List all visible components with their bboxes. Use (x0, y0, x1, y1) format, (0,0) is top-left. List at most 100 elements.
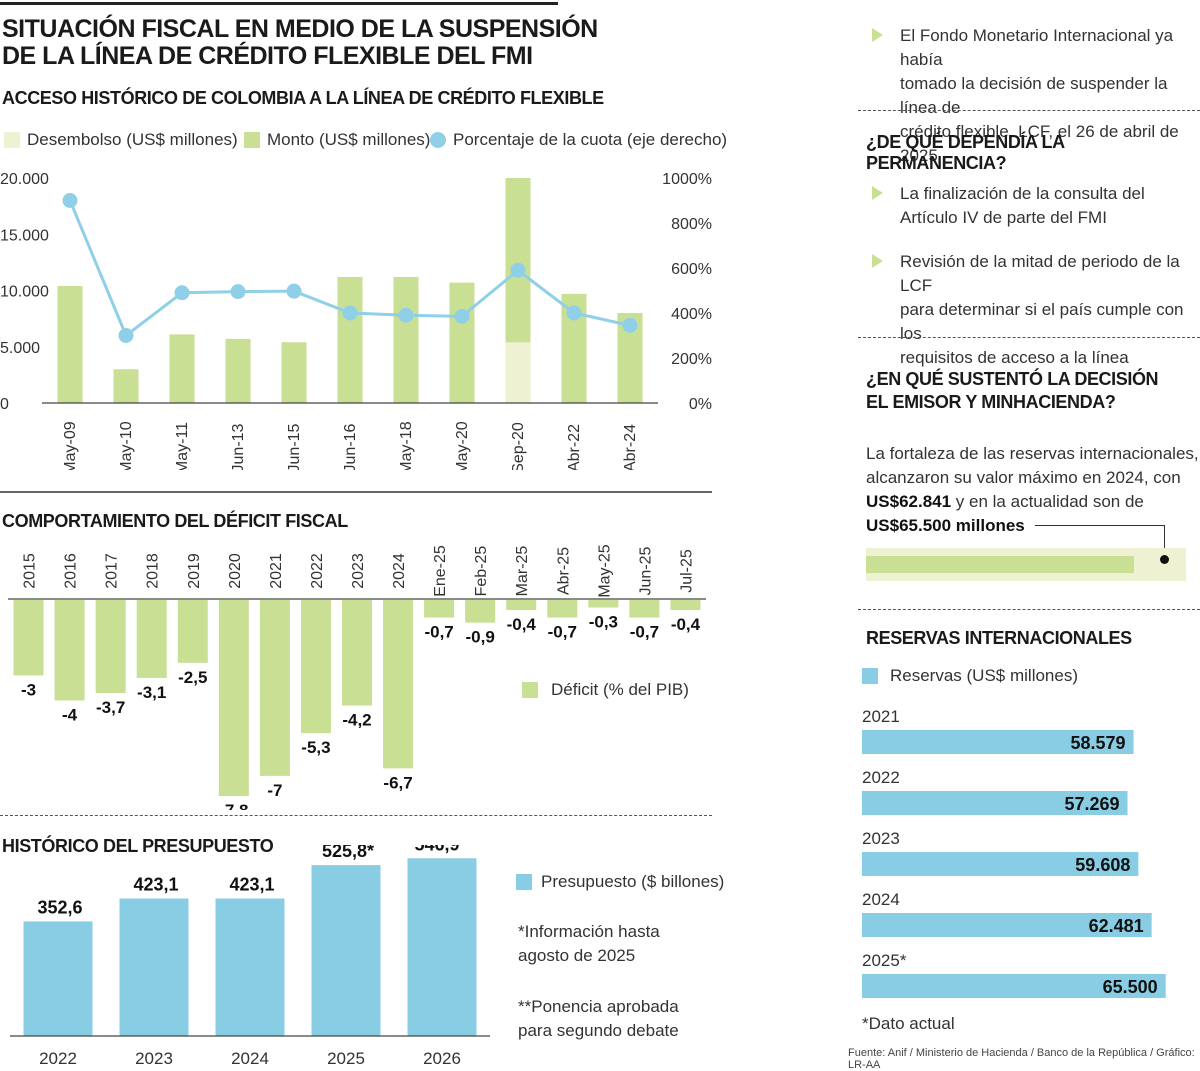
x-tick-label: 2023 (135, 1049, 173, 1066)
text-fragment: y en la actualidad son de (951, 492, 1144, 511)
x-tick-label: Jul-25 (678, 549, 695, 593)
deficit-bar (136, 600, 167, 678)
deficit-value-label: -2,5 (178, 668, 207, 687)
legend-swatch-green (522, 682, 538, 698)
reserves-value-label: 65.500 (1103, 977, 1158, 997)
x-tick-label: 2025 (327, 1049, 365, 1066)
lcf-monto-bar (169, 334, 195, 403)
deficit-bar (54, 600, 85, 701)
note-line: agosto de 2025 (518, 946, 636, 965)
x-tick-label: 2022 (39, 1049, 77, 1066)
main-title-line2: DE LA LÍNEA DE CRÉDITO FLEXIBLE DEL FMI (2, 42, 533, 70)
legend-label: Reservas (US$ millones) (890, 666, 1078, 685)
legend-label: Monto (US$ millones) (267, 130, 431, 149)
reserve-gauge-fill (866, 556, 1134, 573)
text-line: US$62.841 y en la actualidad son de (866, 490, 1199, 514)
x-tick-label: May-11 (174, 422, 191, 470)
budget-bar (215, 898, 285, 1036)
reserves-value-label: 62.481 (1089, 916, 1144, 936)
note-line: para segundo debate (518, 1021, 679, 1040)
porcentaje-point (454, 308, 470, 324)
lcf-desembolso-bar (505, 342, 531, 403)
reserve-current-value: US$65.500 millones (866, 516, 1025, 535)
porcentaje-point (622, 317, 638, 333)
reserves-year-label: 2025* (862, 951, 907, 970)
x-tick-label: Jun-25 (637, 546, 654, 595)
text-line: La fortaleza de las reservas internacion… (866, 444, 1199, 463)
reserves-chart-title: RESERVAS INTERNACIONALES (866, 628, 1132, 648)
reserves-value-label: 58.579 (1071, 733, 1126, 753)
divider-r1 (858, 110, 1200, 111)
deficit-value-label: -0,3 (589, 613, 618, 632)
question-line: EL EMISOR Y MINHACIENDA? (866, 392, 1116, 412)
reserves-bar (862, 730, 1134, 754)
reserve-max-value: US$62.841 (866, 492, 952, 511)
text-line: para determinar si el país cumple con lo… (900, 300, 1184, 343)
deficit-value-label: -3,1 (137, 683, 166, 702)
y-left-tick-label: 15.000 (0, 227, 49, 244)
x-tick-label: 2016 (63, 553, 80, 589)
budget-bar (23, 921, 93, 1036)
reserves-year-label: 2022 (862, 768, 900, 787)
deficit-chart-title: COMPORTAMIENTO DEL DÉFICIT FISCAL (2, 511, 348, 531)
deficit-bar (670, 600, 701, 611)
budget-value-label: 423,1 (133, 874, 178, 894)
bullet-icon (872, 254, 883, 268)
x-tick-label: Feb-25 (473, 546, 490, 597)
deficit-bar (383, 600, 414, 769)
deficit-bar (342, 600, 372, 706)
question-decision: ¿EN QUÉ SUSTENTÓ LA DECISIÓN EL EMISOR Y… (866, 368, 1159, 414)
x-tick-label: 2022 (309, 553, 326, 589)
source: Fuente: Anif / Ministerio de Hacienda / … (848, 1047, 1195, 1071)
x-tick-label: 2026 (423, 1049, 461, 1066)
text-line: La finalización de la consulta del (900, 184, 1145, 203)
x-tick-label: 2018 (145, 553, 162, 589)
y-left-tick-label: 10.000 (0, 284, 49, 301)
x-tick-label: Jun-16 (342, 423, 359, 470)
intro-bullet-text: El Fondo Monetario Internacional ya habí… (900, 24, 1200, 168)
deficit-bar (547, 600, 578, 618)
x-tick-label: Sep-20 (510, 422, 527, 470)
reserves-value-label: 57.269 (1064, 794, 1119, 814)
budget-bar (407, 858, 477, 1036)
deficit-value-label: -0,7 (630, 623, 659, 642)
lcf-chart: 20.000 15.000 10.000 5.000 0 1000% 800% 600% 400… (0, 171, 712, 470)
x-tick-label: 2015 (22, 553, 39, 589)
decision-text: La fortaleza de las reservas internacion… (866, 442, 1199, 538)
budget-bar (119, 898, 189, 1036)
porcentaje-point (62, 193, 78, 208)
deficit-value-label: -4,2 (342, 711, 371, 730)
deficit-value-label: -0,9 (466, 628, 495, 647)
x-tick-label: May-10 (118, 421, 135, 470)
text-line: Revisión de la mitad de periodo de la LC… (900, 252, 1180, 295)
porcentaje-point (286, 283, 302, 299)
lcf-chart-title: ACCESO HISTÓRICO DE COLOMBIA A LA LÍNEA … (2, 88, 604, 108)
x-tick-label: 2023 (350, 553, 367, 589)
reserves-year-label: 2023 (862, 829, 900, 848)
deficit-value-label: -3 (21, 680, 36, 699)
deficit-legend: Déficit (% del PIB) (522, 680, 689, 700)
legend-label: Desembolso (US$ millones) (27, 130, 238, 149)
deficit-bar (465, 600, 496, 623)
lcf-monto-bar (393, 277, 419, 403)
deficit-value-label: -3,7 (96, 698, 125, 717)
porcentaje-point (230, 284, 246, 300)
x-tick-label: 2021 (268, 553, 285, 589)
lcf-legend-monto: Monto (US$ millones) (244, 130, 430, 150)
legend-label: Porcentaje de la cuota (eje derecho) (453, 130, 728, 149)
legend-swatch-blue-dot (430, 132, 446, 148)
text-line: requisitos de acceso a la línea (900, 348, 1129, 367)
porcentaje-point (398, 307, 414, 323)
reserves-bar (862, 913, 1152, 937)
text-line: US$65.500 millones (866, 514, 1199, 538)
y-right-tick-label: 600% (671, 261, 712, 278)
reserves-value-label: 59.608 (1075, 855, 1130, 875)
note-line: *Información hasta (518, 922, 660, 941)
deficit-bar (218, 600, 249, 796)
x-tick-label: Ene-25 (432, 545, 449, 597)
bullet-icon (872, 186, 883, 200)
y-right-tick-label: 200% (671, 351, 712, 368)
deficit-bar (506, 600, 537, 611)
budget-bar (311, 865, 381, 1036)
deficit-bar (629, 600, 660, 618)
